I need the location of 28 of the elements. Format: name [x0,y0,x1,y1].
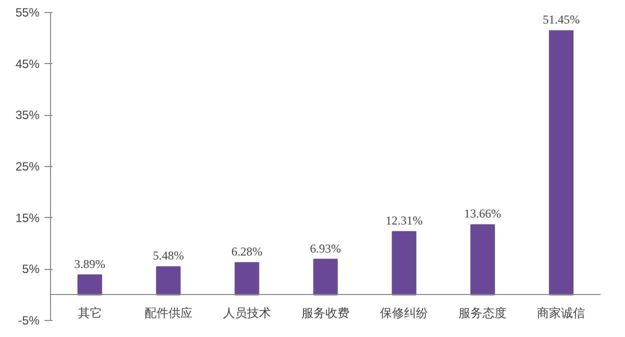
bar [392,231,416,296]
y-tick-label: 5% [22,262,40,276]
y-tick-label: 15% [15,210,40,225]
data-label: 13.66% [464,206,502,221]
x-tick-label: 服务收费 [302,306,350,320]
data-label: 6.28% [231,244,262,259]
x-tick-label: 其它 [78,306,102,320]
bar [156,266,181,296]
data-label: 3.89% [74,256,106,271]
y-tick-label: 55% [15,6,40,20]
data-label: 51.45% [542,12,580,27]
bar [78,274,102,296]
bar [548,30,574,296]
y-tick-label: -5% [18,314,40,328]
bar [313,258,338,296]
y-tick-label: 25% [15,160,40,174]
bar [234,262,260,296]
x-tick-label: 商家诚信 [537,306,586,320]
bar [470,224,495,296]
y-tick-label: 45% [15,56,40,71]
y-tick-label: 35% [15,108,40,122]
x-tick-label: 配件供应 [144,306,192,320]
data-label: 6.93% [310,241,341,256]
x-tick-label: 人员技术 [222,306,271,320]
data-label: 5.48% [152,248,184,263]
x-tick-label: 服务态度 [458,306,507,320]
data-label: 12.31% [386,214,423,228]
x-tick-label: 保修纠纷 [380,306,428,320]
